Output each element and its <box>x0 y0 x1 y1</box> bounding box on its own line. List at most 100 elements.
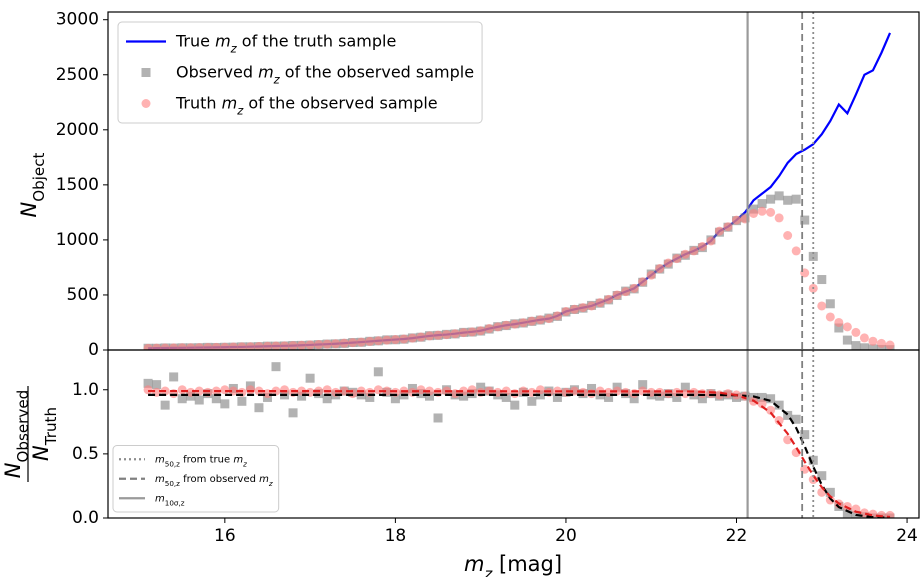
circle-point <box>757 206 767 216</box>
square-point <box>160 400 170 410</box>
y-label-numerator: NObserved​ <box>1 390 32 478</box>
x-axis-label: mz​ [mag] <box>464 552 562 577</box>
circle-point <box>356 337 366 347</box>
circle-point <box>450 329 460 339</box>
square-point <box>604 392 614 402</box>
circle-point <box>774 213 784 223</box>
square-point <box>220 399 230 409</box>
circle-point <box>288 341 298 350</box>
circle-point <box>416 385 426 395</box>
circle-point <box>177 385 187 395</box>
circle-point <box>382 335 392 345</box>
square-point <box>680 382 690 392</box>
circle-point <box>143 343 153 350</box>
circle-point <box>629 283 639 293</box>
circle-point <box>365 336 375 346</box>
circle-point <box>638 386 648 396</box>
circle-point <box>348 338 358 348</box>
circle-point <box>834 317 844 327</box>
circle-point <box>851 327 861 337</box>
circle-point <box>245 342 255 350</box>
circle-point <box>220 342 230 350</box>
circle-point <box>476 326 486 336</box>
circle-point <box>612 386 622 396</box>
square-point <box>791 194 801 204</box>
circle-point <box>459 328 469 338</box>
square-point <box>237 396 247 406</box>
circle-point <box>638 277 648 287</box>
circle-point <box>706 236 716 246</box>
circle-point <box>143 385 153 395</box>
square-point <box>510 400 520 410</box>
circle-point <box>322 385 332 395</box>
square-point <box>766 194 776 204</box>
square-point <box>305 373 315 383</box>
circle-point <box>467 327 477 337</box>
square-point <box>783 195 793 205</box>
square-point <box>842 508 852 518</box>
circle-point <box>331 339 341 349</box>
circle-point <box>186 343 196 350</box>
square-point <box>834 323 844 333</box>
circle-point <box>825 312 835 322</box>
circle-point <box>697 389 707 399</box>
circle-point <box>774 416 784 426</box>
circle-point <box>766 207 776 217</box>
legend-label: m50,z​ from observed mz​ <box>155 474 273 488</box>
circle-point <box>569 304 579 314</box>
square-point <box>868 344 878 350</box>
square-point <box>817 471 827 481</box>
circle-point <box>544 314 554 324</box>
circle-point <box>655 264 665 274</box>
y-tick-label: 2000 <box>56 120 99 140</box>
circle-point <box>169 343 179 350</box>
circle-point <box>314 339 324 349</box>
circle-point <box>280 341 290 350</box>
square-point <box>825 487 835 497</box>
square-point <box>757 199 767 209</box>
circle-point <box>211 342 221 350</box>
circle-point <box>783 435 793 445</box>
circle-point <box>297 386 307 396</box>
square-point <box>791 414 801 424</box>
square-point <box>169 372 179 382</box>
circle-point <box>732 215 742 225</box>
legend-label: True mz​ of the truth sample <box>175 31 396 55</box>
circle-point <box>493 322 503 332</box>
fit-line <box>148 389 891 518</box>
circle-point <box>203 342 213 350</box>
square-point <box>433 413 443 423</box>
circle-point <box>757 399 767 409</box>
circle-point <box>859 333 869 343</box>
circle-point <box>680 249 690 259</box>
circle-point <box>510 319 520 329</box>
square-point <box>817 275 827 285</box>
square-point <box>390 394 400 404</box>
circle-point <box>706 389 716 399</box>
legend: True mz​ of the truth sample Observed mz​… <box>117 21 483 124</box>
square-point <box>842 335 852 345</box>
square-point <box>297 391 307 401</box>
circle-point <box>373 336 383 346</box>
y-tick-label: 500 <box>67 285 99 305</box>
square-point <box>322 394 332 404</box>
circle-point <box>339 386 349 396</box>
plot-area <box>143 350 895 518</box>
circle-point <box>305 340 315 350</box>
square-point <box>501 392 511 402</box>
legend-frame <box>117 21 483 124</box>
square-point <box>373 367 383 377</box>
square-point <box>766 394 776 404</box>
legend-label: m10σ,z​ <box>155 493 185 507</box>
circle-point <box>237 342 247 350</box>
y-tick-label: 0.5 <box>72 444 99 464</box>
legend-frame <box>112 445 280 513</box>
circle-point <box>254 341 264 350</box>
circle-point <box>689 246 699 256</box>
circle-point <box>280 385 290 395</box>
square-point <box>774 400 784 410</box>
square-point <box>774 191 784 201</box>
circle-point <box>382 386 392 396</box>
circle-point <box>535 385 545 395</box>
